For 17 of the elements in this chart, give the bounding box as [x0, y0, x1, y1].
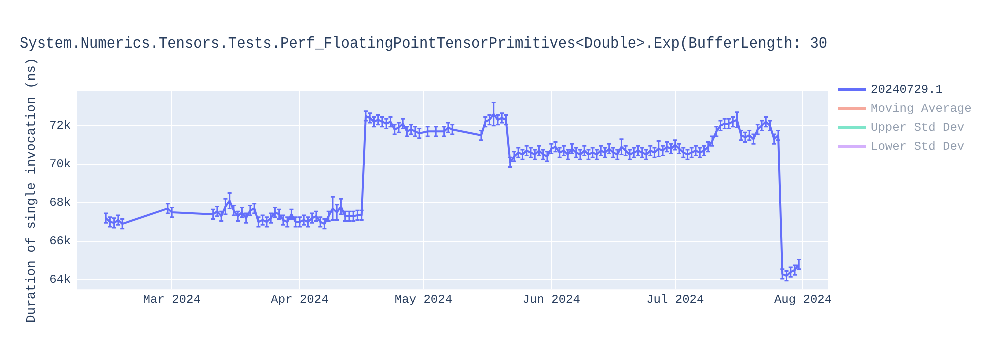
legend-label: Moving Average	[871, 102, 972, 116]
y-axis-title: Duration of single invocation (ns)	[24, 58, 40, 324]
legend-label: Upper Std Dev	[871, 120, 965, 134]
x-tick-label: Jul 2024	[646, 292, 704, 307]
chart-title: System.Numerics.Tensors.Tests.Perf_FloatingPointTensorPrimitives<Double>.Exp(BufferLength: 30	[20, 34, 828, 54]
x-tick-label: May 2024	[394, 292, 453, 307]
x-tick-label: Jun 2024	[522, 292, 580, 307]
y-tick-label: 64k	[50, 273, 72, 288]
legend-label: Lower Std Dev	[871, 140, 965, 154]
legend-label: 20240729.1	[871, 82, 944, 96]
y-tick-label: 66k	[50, 234, 72, 249]
x-tick-label: Aug 2024	[774, 292, 832, 307]
x-tick-label: Apr 2024	[271, 292, 329, 307]
y-tick-label: 72k	[50, 119, 72, 134]
x-tick-label: Mar 2024	[143, 292, 201, 307]
y-tick-label: 70k	[50, 158, 72, 172]
y-tick-label: 68k	[50, 196, 72, 210]
